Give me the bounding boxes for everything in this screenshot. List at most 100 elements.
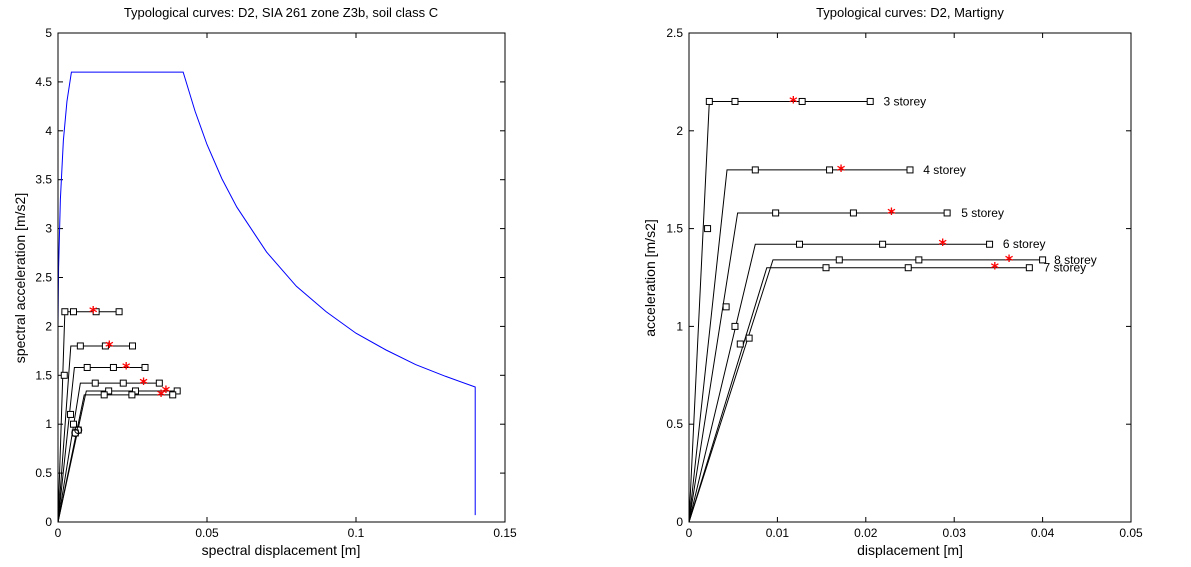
right-square-marker (1039, 256, 1047, 264)
left-square-marker (115, 308, 123, 316)
left-square-marker (101, 342, 109, 350)
right-performance-point-marker: * (789, 92, 798, 111)
storey-label: 5 storey (961, 206, 1004, 220)
right-square-marker (722, 303, 730, 311)
left-capacity-curve (57, 366, 146, 523)
left-plot-area: **** ** (57, 71, 476, 523)
storey-label: 7 storey (1043, 261, 1086, 275)
right-y-tick-label: 1.5 (666, 222, 683, 236)
left-performance-point-marker: * (122, 358, 131, 377)
left-x-tick-label: 0 (55, 526, 62, 540)
left-square-marker (61, 308, 69, 316)
right-square-marker (731, 322, 739, 330)
left-capacity-curve (57, 394, 173, 523)
left-y-tick-label: 3.5 (35, 173, 52, 187)
left-y-tick-label: 2 (45, 319, 52, 333)
left-performance-point-marker: * (139, 374, 148, 393)
right-capacity-curve (688, 212, 948, 523)
right-square-marker (879, 240, 887, 248)
left-circle-marker (74, 426, 83, 435)
right-y-tick-label: 2.5 (666, 26, 683, 40)
left-performance-point-marker: * (89, 303, 98, 322)
storey-label: 3 storey (883, 94, 926, 108)
right-x-tick-label: 0.02 (854, 526, 878, 540)
left-axis-ticks: 0 0.05 0.1 0.15 0 0.5 1 1.5 2 2.5 3 3.5 4 4.5 5 (35, 26, 517, 540)
right-x-tick-label: 0 (686, 526, 693, 540)
storey-label: 8 storey (1054, 253, 1097, 267)
left-square-marker (67, 410, 75, 418)
right-square-marker (915, 256, 923, 264)
left-chart-title: Typological curves: D2, SIA 261 zone Z3b… (124, 5, 438, 20)
right-square-marker (822, 264, 830, 272)
left-chart-panel: Typological curves: D2, SIA 261 zone Z3b… (12, 5, 517, 558)
right-capacity-curve (688, 267, 1030, 523)
left-square-marker (131, 387, 139, 395)
right-axes-frame (688, 32, 1132, 523)
left-capacity-curve (57, 345, 133, 523)
right-x-tick-label: 0.05 (1119, 526, 1143, 540)
right-x-axis-title: displacement [m] (857, 542, 963, 558)
left-square-marker (141, 363, 149, 371)
left-y-tick-label: 1.5 (35, 368, 52, 382)
left-square-marker (128, 391, 136, 399)
right-square-marker (704, 225, 712, 233)
left-square-marker (109, 363, 117, 371)
right-square-marker (906, 166, 914, 174)
right-x-tick-label: 0.01 (766, 526, 790, 540)
right-capacity-curve (688, 259, 1043, 523)
left-axes-frame (57, 32, 506, 523)
right-square-marker (849, 209, 857, 217)
right-square-marker (772, 209, 780, 217)
right-performance-point-marker: * (887, 204, 896, 223)
right-square-marker (986, 240, 994, 248)
right-x-tick-label: 0.03 (943, 526, 967, 540)
left-performance-point-marker: * (157, 386, 166, 405)
right-performance-point-marker: * (837, 161, 846, 180)
left-x-axis-title: spectral displacement [m] (202, 542, 361, 558)
storey-label: 6 storey (1003, 237, 1046, 251)
left-square-marker (173, 387, 181, 395)
left-y-tick-label: 3 (45, 222, 52, 236)
right-performance-point-marker: * (991, 259, 1000, 278)
left-y-tick-label: 0 (45, 515, 52, 529)
right-performance-point-marker: * (939, 235, 948, 254)
left-square-marker (169, 391, 177, 399)
right-square-marker (943, 209, 951, 217)
right-y-tick-label: 2 (676, 124, 683, 138)
left-square-marker (100, 391, 108, 399)
left-square-marker (91, 379, 99, 387)
right-y-tick-label: 1 (676, 319, 683, 333)
left-y-tick-label: 1 (45, 417, 52, 431)
left-square-marker (83, 363, 91, 371)
right-square-marker (866, 97, 874, 105)
left-y-tick-label: 4.5 (35, 75, 52, 89)
right-y-axis-title: acceleration [m/s2] (642, 219, 658, 337)
left-x-tick-label: 0.15 (493, 526, 517, 540)
left-square-marker (76, 342, 84, 350)
demand-spectrum-line (57, 71, 476, 516)
left-y-tick-label: 2.5 (35, 271, 52, 285)
right-square-marker (1025, 264, 1033, 272)
left-square-marker (92, 308, 100, 316)
right-square-marker (826, 166, 834, 174)
right-capacity-curve (688, 243, 990, 523)
right-y-tick-label: 0 (676, 515, 683, 529)
left-y-tick-label: 4 (45, 124, 52, 138)
right-x-tick-label: 0.04 (1031, 526, 1055, 540)
left-y-tick-label: 5 (45, 26, 52, 40)
left-square-marker (155, 379, 163, 387)
right-plot-area: * 3 storey* 4 storey* 5 storey* 6 storey* 8 s… (688, 92, 1097, 523)
right-capacity-curve (688, 169, 910, 523)
left-square-marker (129, 342, 136, 350)
left-square-marker (119, 379, 127, 387)
right-chart-title: Typological curves: D2, Martigny (816, 5, 1004, 20)
left-square-marker (69, 308, 77, 316)
left-square-marker (105, 387, 113, 395)
left-x-tick-label: 0.1 (348, 526, 365, 540)
right-square-marker (798, 97, 806, 105)
right-square-marker (751, 166, 759, 174)
right-square-marker (736, 340, 744, 348)
right-square-marker (904, 264, 912, 272)
right-y-tick-label: 0.5 (666, 417, 683, 431)
